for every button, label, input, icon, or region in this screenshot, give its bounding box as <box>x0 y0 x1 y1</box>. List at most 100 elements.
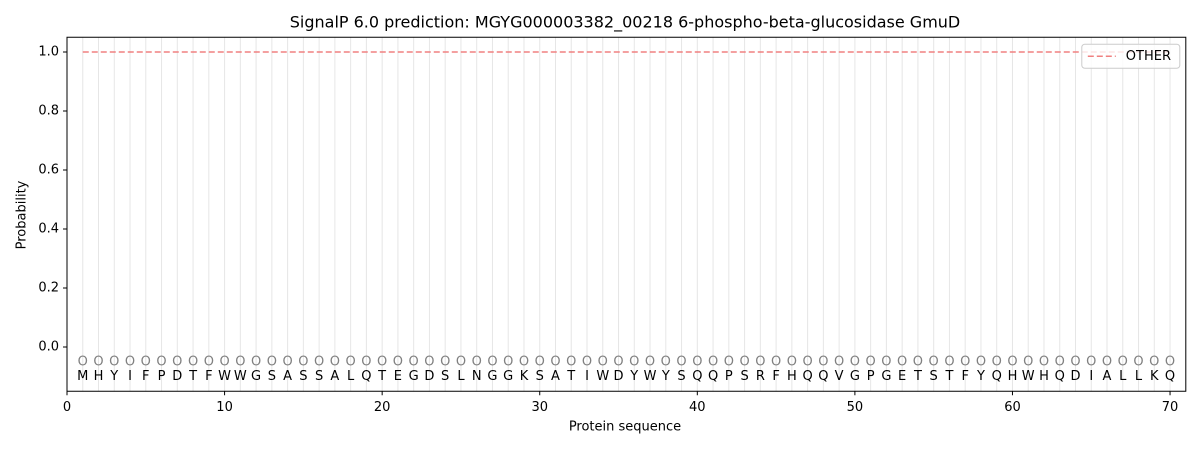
x-tick-label: 60 <box>1004 400 1021 415</box>
legend-box <box>1081 43 1181 69</box>
x-tick-label: 0 <box>63 400 71 415</box>
residue-label: Q <box>361 369 371 384</box>
residue-label: F <box>142 369 149 384</box>
y-tick-label: 0.2 <box>38 281 59 296</box>
state-label: O <box>661 354 671 369</box>
state-label: O <box>93 354 103 369</box>
state-label: O <box>219 354 229 369</box>
residue-label: D <box>1070 369 1080 384</box>
state-label: O <box>330 354 340 369</box>
state-label: O <box>787 354 797 369</box>
residue-label: D <box>172 369 182 384</box>
residue-label: S <box>740 369 748 384</box>
residue-label: L <box>1135 369 1143 384</box>
state-label: O <box>109 354 119 369</box>
residue-label: G <box>850 369 860 384</box>
state-label: O <box>913 354 923 369</box>
residue-label: Q <box>708 369 718 384</box>
state-label: O <box>172 354 182 369</box>
residue-label: Q <box>818 369 828 384</box>
state-label: O <box>976 354 986 369</box>
residue-label: W <box>1022 369 1035 384</box>
state-label: O <box>708 354 718 369</box>
x-axis-label: Protein sequence <box>569 420 681 435</box>
residue-label: N <box>472 369 482 384</box>
state-label: O <box>739 354 749 369</box>
state-label: O <box>676 354 686 369</box>
state-label: O <box>598 354 608 369</box>
state-label: O <box>1070 354 1080 369</box>
residue-label: P <box>867 369 875 384</box>
residue-label: S <box>441 369 449 384</box>
residue-label: S <box>315 369 323 384</box>
state-label: O <box>409 354 419 369</box>
state-label: O <box>1086 354 1096 369</box>
residue-label: D <box>424 369 434 384</box>
state-label: O <box>361 354 371 369</box>
state-label: O <box>156 354 166 369</box>
residue-label: I <box>128 369 132 384</box>
state-label: O <box>1007 354 1017 369</box>
residue-label: P <box>725 369 733 384</box>
residue-label: S <box>677 369 685 384</box>
residue-label: G <box>409 369 419 384</box>
residue-label: W <box>644 369 657 384</box>
state-label: O <box>850 354 860 369</box>
state-label: O <box>267 354 277 369</box>
residue-label: H <box>94 369 104 384</box>
residue-label: Q <box>1055 369 1065 384</box>
residue-label: H <box>787 369 797 384</box>
state-label: O <box>1165 354 1175 369</box>
residue-label: E <box>394 369 402 384</box>
state-label: O <box>346 354 356 369</box>
state-label: O <box>282 354 292 369</box>
state-label: O <box>944 354 954 369</box>
residue-label: D <box>614 369 624 384</box>
state-label: O <box>960 354 970 369</box>
state-label: O <box>1039 354 1049 369</box>
state-label: O <box>188 354 198 369</box>
residue-label: E <box>898 369 906 384</box>
state-label: O <box>440 354 450 369</box>
state-label: O <box>724 354 734 369</box>
residue-label: R <box>756 369 765 384</box>
state-label: O <box>629 354 639 369</box>
state-label: O <box>535 354 545 369</box>
x-tick-label: 30 <box>531 400 548 415</box>
residue-label: T <box>188 369 197 384</box>
residue-label: V <box>835 369 844 384</box>
residue-label: W <box>218 369 231 384</box>
residue-label: G <box>487 369 497 384</box>
residue-label: S <box>268 369 276 384</box>
state-label: O <box>424 354 434 369</box>
residue-label: W <box>596 369 609 384</box>
state-label: O <box>1133 354 1143 369</box>
legend-label: OTHER <box>1126 49 1171 64</box>
state-label: O <box>818 354 828 369</box>
state-label: O <box>834 354 844 369</box>
residue-label: T <box>913 369 922 384</box>
state-label: O <box>897 354 907 369</box>
state-label: O <box>1118 354 1128 369</box>
state-label: O <box>645 354 655 369</box>
state-label: O <box>456 354 466 369</box>
y-tick-label: 1.0 <box>38 45 59 60</box>
state-label: O <box>503 354 513 369</box>
residue-label: H <box>1039 369 1049 384</box>
residue-label: A <box>330 369 339 384</box>
residue-label: T <box>944 369 953 384</box>
y-tick-label: 0.6 <box>38 163 59 178</box>
residue-label: F <box>205 369 212 384</box>
state-label: O <box>235 354 245 369</box>
x-tick-label: 20 <box>374 400 391 415</box>
residue-label: Y <box>976 369 985 384</box>
residue-label: G <box>503 369 513 384</box>
y-tick-label: 0.8 <box>38 104 59 119</box>
residue-label: A <box>1103 369 1112 384</box>
state-label: O <box>78 354 88 369</box>
residue-label: K <box>520 369 529 384</box>
residue-label: Y <box>109 369 118 384</box>
residue-label: I <box>585 369 589 384</box>
state-label: O <box>1149 354 1159 369</box>
